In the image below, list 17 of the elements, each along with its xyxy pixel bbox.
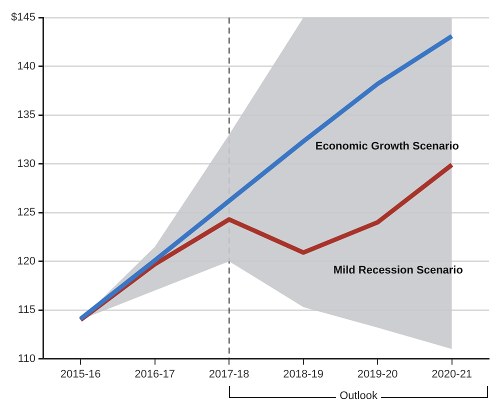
y-tick-label: $145 bbox=[10, 12, 36, 24]
series-label: Economic Growth Scenario bbox=[315, 140, 460, 152]
x-tick-label: 2018-19 bbox=[283, 368, 324, 380]
x-tick-label: 2020-21 bbox=[432, 368, 472, 380]
y-tick-label: 130 bbox=[17, 158, 36, 170]
y-tick-label: 140 bbox=[17, 60, 36, 72]
x-tick-label: 2019-20 bbox=[357, 368, 398, 380]
text: Mild Recession Scenario bbox=[333, 264, 464, 277]
y-tick-label: 120 bbox=[17, 255, 36, 268]
text: Outlook bbox=[336, 390, 382, 402]
y-tick-label: 115 bbox=[18, 304, 36, 316]
x-tick-label: 2015-16 bbox=[60, 368, 101, 380]
y-tick-label: 135 bbox=[17, 109, 36, 122]
y-tick-label: 110 bbox=[18, 352, 36, 365]
x-tick-label: 2017-18 bbox=[208, 368, 250, 380]
y-tick-label: 125 bbox=[17, 206, 36, 219]
x-tick-label: 2016-17 bbox=[134, 368, 176, 380]
